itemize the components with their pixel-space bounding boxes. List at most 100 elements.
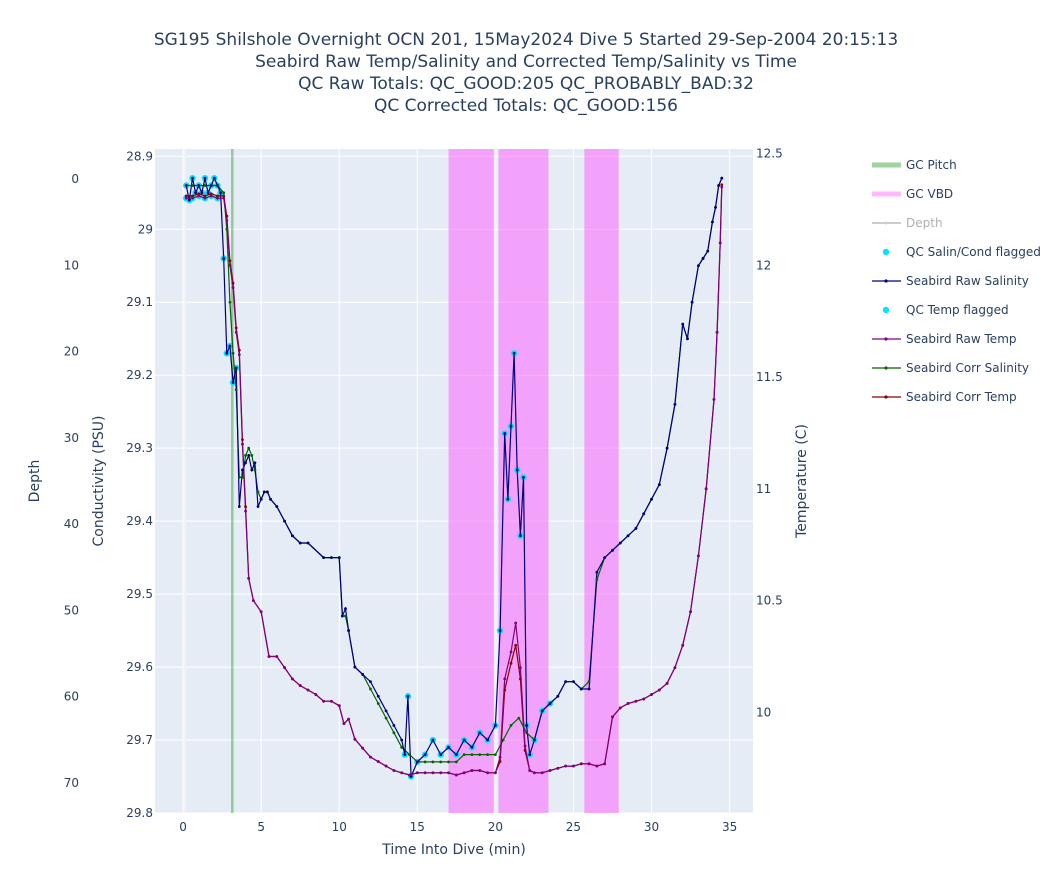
raw-salinity-point (330, 556, 333, 560)
raw-salinity-point (634, 527, 638, 530)
raw-temp-point (376, 760, 380, 763)
x-tick-label: 15 (410, 820, 425, 834)
x-tick-label: 5 (257, 820, 265, 834)
raw-temp-point (470, 769, 474, 772)
raw-salinity-point (290, 534, 294, 538)
raw-salinity-point (478, 731, 482, 735)
raw-salinity-point (406, 694, 410, 698)
raw-temp-point (681, 643, 685, 647)
raw-salinity-point (690, 300, 694, 304)
raw-temp-point (225, 219, 229, 222)
raw-temp-point (556, 766, 560, 770)
corr-salinity-point (454, 760, 458, 764)
raw-temp-point (400, 771, 404, 775)
x-tick-label: 20 (488, 820, 503, 834)
raw-salinity-point (587, 687, 591, 691)
raw-salinity-point (714, 205, 717, 209)
raw-salinity-point (706, 249, 710, 253)
legend-item[interactable]: GC Pitch (872, 158, 957, 172)
raw-temp-point (361, 746, 365, 750)
raw-temp-point (587, 762, 591, 766)
legend-label: GC VBD (906, 187, 953, 201)
raw-salinity-point (556, 694, 560, 698)
raw-temp-point (392, 769, 396, 772)
raw-salinity-point (337, 556, 341, 560)
raw-salinity-point (548, 702, 552, 705)
raw-temp-point (342, 722, 346, 725)
legend-item[interactable]: QC Salin/Cond flagged (882, 245, 1041, 259)
legend-swatch-marker (884, 337, 888, 341)
cond-tick-label: 29.3 (126, 441, 153, 455)
raw-temp-point (209, 194, 213, 198)
raw-temp-point (704, 487, 708, 491)
temp-tick-label: 12 (756, 258, 771, 272)
corr-salinity-point (439, 760, 443, 764)
legend: GC Pitch GC VBD Depth QC Salin/Cond flagged… (872, 158, 1041, 404)
depth-tick-label: 0 (71, 172, 79, 186)
raw-salinity-point (340, 614, 344, 618)
raw-temp-point (673, 666, 677, 670)
raw-salinity-point (423, 753, 427, 757)
corr-salinity-point (493, 753, 497, 757)
raw-temp-point (611, 715, 614, 719)
legend-label: GC Pitch (906, 158, 957, 172)
raw-temp-point (415, 771, 419, 775)
raw-temp-point (523, 744, 527, 748)
raw-salinity-point (247, 454, 251, 457)
raw-temp-point (696, 554, 700, 558)
legend-label: QC Salin/Cond flagged (906, 245, 1041, 259)
corr-temp-point (191, 194, 194, 198)
legend-item[interactable]: Seabird Raw Temp (872, 332, 1017, 346)
legend-item[interactable]: Depth (872, 216, 943, 230)
raw-salinity-point (603, 556, 607, 560)
corr-salinity-point (486, 753, 489, 757)
raw-salinity-point (486, 738, 489, 742)
raw-temp-point (528, 769, 532, 772)
raw-salinity-point (533, 738, 536, 742)
legend-item[interactable]: Seabird Corr Salinity (872, 361, 1029, 375)
raw-temp-point (665, 681, 669, 685)
raw-salinity-point (618, 541, 622, 545)
raw-salinity-point (711, 220, 714, 224)
corr-temp-point (216, 194, 219, 198)
raw-temp-point (408, 773, 411, 777)
raw-salinity-point (231, 381, 235, 384)
corr-salinity-point (231, 351, 235, 355)
raw-temp-point (330, 699, 333, 703)
raw-temp-point (579, 762, 583, 766)
raw-salinity-point (503, 432, 507, 435)
temp-tick-label: 12.5 (756, 146, 783, 160)
raw-salinity-point (431, 738, 435, 742)
cond-tick-label: 29.1 (126, 295, 153, 309)
raw-salinity-point (540, 709, 544, 713)
corr-salinity-point (470, 753, 474, 757)
raw-salinity-point (353, 665, 357, 669)
corr-salinity-point (408, 753, 411, 757)
raw-salinity-point (209, 184, 213, 187)
raw-salinity-point (194, 191, 197, 195)
corr-salinity-point (525, 731, 529, 735)
corr-salinity-point (253, 468, 257, 472)
corr-temp-point (237, 348, 241, 352)
corr-salinity-point (244, 454, 247, 457)
legend-label: Seabird Raw Salinity (906, 274, 1029, 288)
legend-item[interactable]: GC VBD (872, 187, 953, 201)
corr-salinity-point (344, 614, 347, 618)
raw-temp-point (509, 650, 513, 654)
legend-item[interactable]: Seabird Corr Temp (872, 390, 1017, 404)
legend-swatch (882, 306, 890, 314)
corr-salinity-point (376, 702, 380, 705)
axis-ticks: 0 5 10 15 20 25 30 35 28.9 29 29.1 29.2 29.3 29.4 29.5… (64, 146, 783, 834)
raw-salinity-point (515, 468, 519, 472)
corr-salinity-point (256, 490, 260, 494)
legend-swatch-marker (884, 366, 888, 370)
legend-item[interactable]: QC Temp flagged (882, 303, 1009, 317)
raw-temp-point (657, 688, 661, 692)
corr-temp-point (209, 192, 213, 196)
raw-salinity-point (212, 176, 216, 180)
corr-salinity-point (191, 184, 194, 187)
raw-salinity-point (361, 672, 365, 676)
legend-item[interactable]: Seabird Raw Salinity (872, 274, 1029, 288)
raw-salinity-point (564, 680, 568, 684)
raw-temp-point (237, 353, 241, 357)
